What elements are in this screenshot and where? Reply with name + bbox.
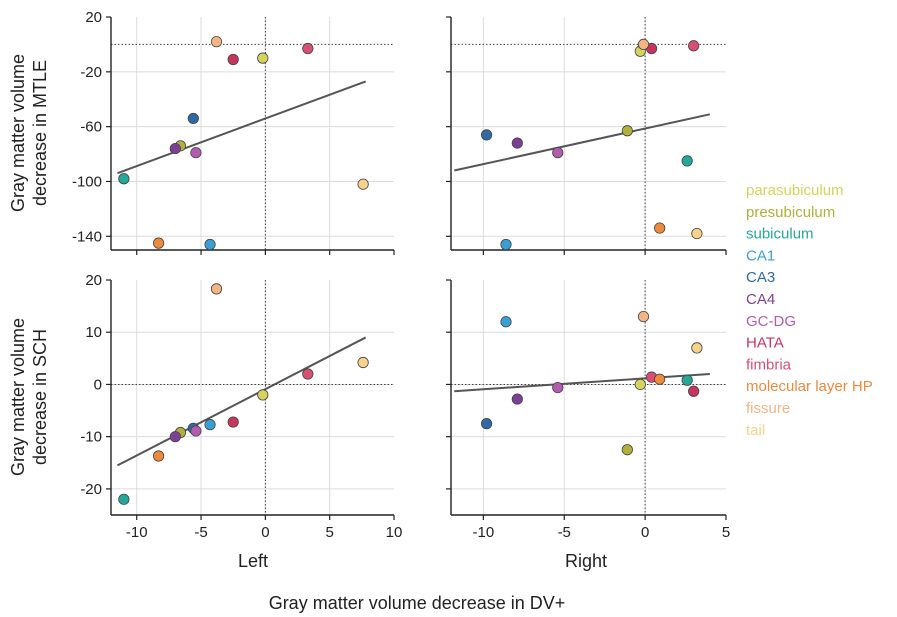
point-presubiculum <box>621 444 633 456</box>
legend-item-ca4: CA4 <box>746 291 775 308</box>
point-ca4 <box>511 393 523 405</box>
point-molecular-layer-hp <box>654 373 666 385</box>
point-hata <box>227 53 239 66</box>
y-tick-label: 20 <box>85 9 102 26</box>
regression-line <box>454 113 711 172</box>
y-tick-label: -20 <box>80 64 102 81</box>
point-parasubiculum <box>257 389 269 401</box>
y-tick-label: 10 <box>85 324 102 341</box>
x-tick-label: 5 <box>722 524 730 541</box>
x-tick-label: -10 <box>473 524 495 541</box>
point-molecular-layer-hp <box>152 450 165 462</box>
y-tick-label: -60 <box>80 119 102 136</box>
x-tick-label: 5 <box>326 524 334 541</box>
point-molecular-layer-hp <box>654 222 666 234</box>
regression-line <box>116 336 367 467</box>
point-parasubiculum <box>634 378 646 391</box>
point-gc-dg <box>190 425 202 437</box>
row-label-mtle: Gray matter volume decrease in MTLE <box>8 54 50 212</box>
x-tick-label: 0 <box>641 524 649 541</box>
point-ca3 <box>187 112 199 125</box>
y-tick-label: -100 <box>72 173 102 190</box>
legend-item-ca3: CA3 <box>746 269 775 286</box>
panels: 20-20-60-100-140-10 -5 0 5 1020100-10-20-10-… <box>72 9 730 541</box>
point-parasubiculum <box>257 52 269 64</box>
point-gc-dg <box>552 381 564 394</box>
point-fimbria <box>302 368 314 380</box>
y-tick-label: 20 <box>85 272 102 289</box>
point-fissure <box>637 38 650 51</box>
point-gc-dg <box>552 147 564 159</box>
x-tick-label: 10 <box>386 524 403 541</box>
point-ca1 <box>204 238 216 251</box>
col-label-left: Left <box>238 551 268 571</box>
point-subiculum <box>118 173 130 185</box>
legend: parasubiculum presubiculum subiculum CA1 CA3… <box>746 182 873 439</box>
regression-line <box>117 80 367 175</box>
point-subiculum <box>681 155 693 167</box>
point-subiculum <box>118 493 130 505</box>
legend-item-hata: HATA <box>746 335 784 352</box>
point-tail <box>691 227 703 240</box>
legend-item-ca1: CA1 <box>746 247 775 264</box>
point-subiculum <box>681 374 693 386</box>
point-tail <box>691 342 703 354</box>
row-label-line2: decrease in SCH <box>30 329 50 465</box>
point-ca4 <box>511 137 523 149</box>
panel-1: 20 -20 -60 -100 -140 <box>72 9 395 255</box>
row-label-line1: Gray matter volume <box>8 54 28 212</box>
point-fissure <box>210 36 223 48</box>
point-hata <box>688 385 700 397</box>
point-presubiculum <box>621 125 633 137</box>
x-axis-title: Gray matter volume decrease in DV+ <box>269 593 566 613</box>
row-label-sch: Gray matter volume decrease in SCH <box>8 318 50 476</box>
point-fimbria <box>302 42 314 55</box>
point-ca4 <box>169 431 181 443</box>
col-label-right: Right <box>565 551 607 571</box>
row-label-line1: Gray matter volume <box>8 318 28 476</box>
row-label-line2: decrease in MTLE <box>30 60 50 206</box>
point-ca1 <box>500 316 512 328</box>
point-gc-dg <box>190 147 202 159</box>
point-molecular-layer-hp <box>152 237 165 249</box>
point-fissure <box>637 310 650 323</box>
legend-item-molecular-layer-hp: molecular layer HP <box>746 378 873 395</box>
panel-2 <box>446 16 727 255</box>
legend-item-tail: tail <box>746 422 765 439</box>
y-tick-label: -10 <box>80 429 102 446</box>
panel-3: -10 -5 0 5 10 20 10 0 -10 -20 <box>80 272 402 541</box>
legend-item-parasubiculum: parasubiculum <box>746 182 844 199</box>
regression-line <box>454 373 710 393</box>
x-tick-label: 0 <box>261 524 269 541</box>
point-tail <box>357 178 369 190</box>
legend-item-gc-dg: GC-DG <box>746 313 796 330</box>
x-tick-label: -5 <box>194 524 207 541</box>
point-tail <box>357 356 369 369</box>
legend-item-subiculum: subiculum <box>746 226 814 243</box>
point-fissure <box>210 283 223 295</box>
y-tick-label: -140 <box>72 228 102 245</box>
y-tick-label: 0 <box>94 376 102 393</box>
panel-4: -10 -5 0 5 <box>446 279 730 541</box>
legend-item-fimbria: fimbria <box>746 356 792 373</box>
point-hata <box>227 416 239 428</box>
point-fimbria <box>688 40 700 52</box>
legend-item-presubiculum: presubiculum <box>746 204 835 221</box>
point-ca4 <box>169 142 181 155</box>
legend-item-fissure: fissure <box>746 400 790 417</box>
y-tick-label: -20 <box>80 481 102 498</box>
point-ca3 <box>480 129 493 141</box>
point-ca3 <box>480 418 493 430</box>
point-ca1 <box>500 238 512 251</box>
x-tick-label: -5 <box>558 524 571 541</box>
x-tick-label: -10 <box>126 524 148 541</box>
point-ca1 <box>204 419 216 431</box>
